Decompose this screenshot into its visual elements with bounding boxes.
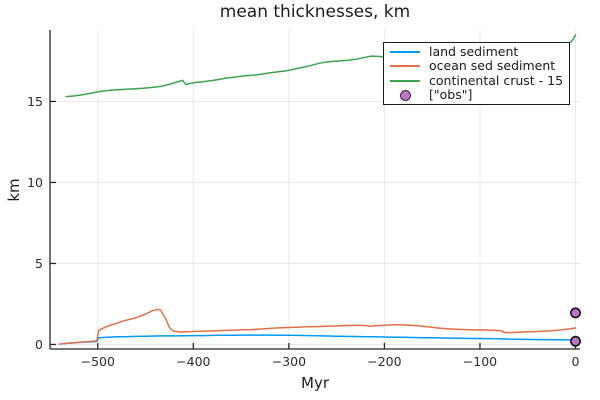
legend-swatch-wrap [388, 89, 422, 101]
legend-swatch-wrap [388, 50, 422, 53]
x-tick-label: −200 [367, 354, 401, 369]
axes [49, 30, 580, 350]
legend-label: continental crust - 15 [429, 72, 564, 88]
x-axis-label: Myr [301, 374, 329, 392]
land-sediment-line-swatch [390, 50, 420, 53]
legend: land sediment ocean sed sediment contine… [383, 42, 570, 105]
x-tick-label: 0 [572, 354, 580, 369]
legend-item-continental-crust: continental crust - 15 [388, 72, 565, 88]
legend-item-ocean-sed-sediment: ocean sed sediment [388, 59, 565, 73]
x-tick-label: −100 [463, 354, 497, 369]
tick-marks [50, 100, 577, 349]
tick-labels: −500 −400 −300 −200 −100 0 0 5 10 15 [27, 94, 579, 369]
obs-marker-swatch [399, 89, 411, 101]
x-tick-label: −400 [176, 354, 210, 369]
chart-title: mean thicknesses, km [219, 2, 411, 22]
series-line-ocean-sed-sediment [58, 308, 577, 345]
x-tick-label: −300 [272, 354, 306, 369]
obs-marker [570, 307, 581, 319]
legend-swatch-wrap [388, 79, 422, 82]
x-tick-label: −500 [81, 354, 115, 369]
obs-marker [570, 335, 581, 347]
y-tick-label: 0 [35, 337, 43, 352]
y-tick-label: 10 [27, 175, 43, 190]
series-line-land-sediment [58, 334, 577, 345]
ocean-sed-sediment-line-swatch [390, 65, 420, 68]
legend-swatch-wrap [388, 65, 422, 68]
legend-label: land sediment [429, 43, 519, 59]
y-tick-label: 5 [35, 256, 43, 271]
y-tick-label: 15 [27, 94, 43, 109]
continental-crust-line-swatch [390, 79, 420, 82]
legend-item-obs: ["obs"] [388, 88, 565, 102]
legend-label: ocean sed sediment [429, 58, 556, 74]
legend-item-land-sediment: land sediment [388, 43, 565, 59]
legend-label: ["obs"] [429, 87, 473, 103]
